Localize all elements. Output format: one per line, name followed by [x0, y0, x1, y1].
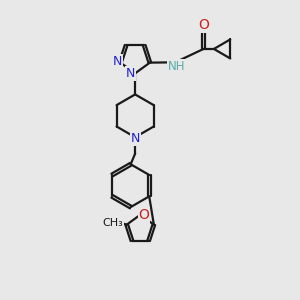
Text: O: O: [198, 18, 209, 32]
Text: NH: NH: [168, 60, 185, 73]
Text: N: N: [130, 132, 140, 145]
Text: O: O: [138, 208, 149, 222]
Text: N: N: [126, 67, 135, 80]
Text: N: N: [113, 55, 122, 68]
Text: CH₃: CH₃: [102, 218, 123, 229]
